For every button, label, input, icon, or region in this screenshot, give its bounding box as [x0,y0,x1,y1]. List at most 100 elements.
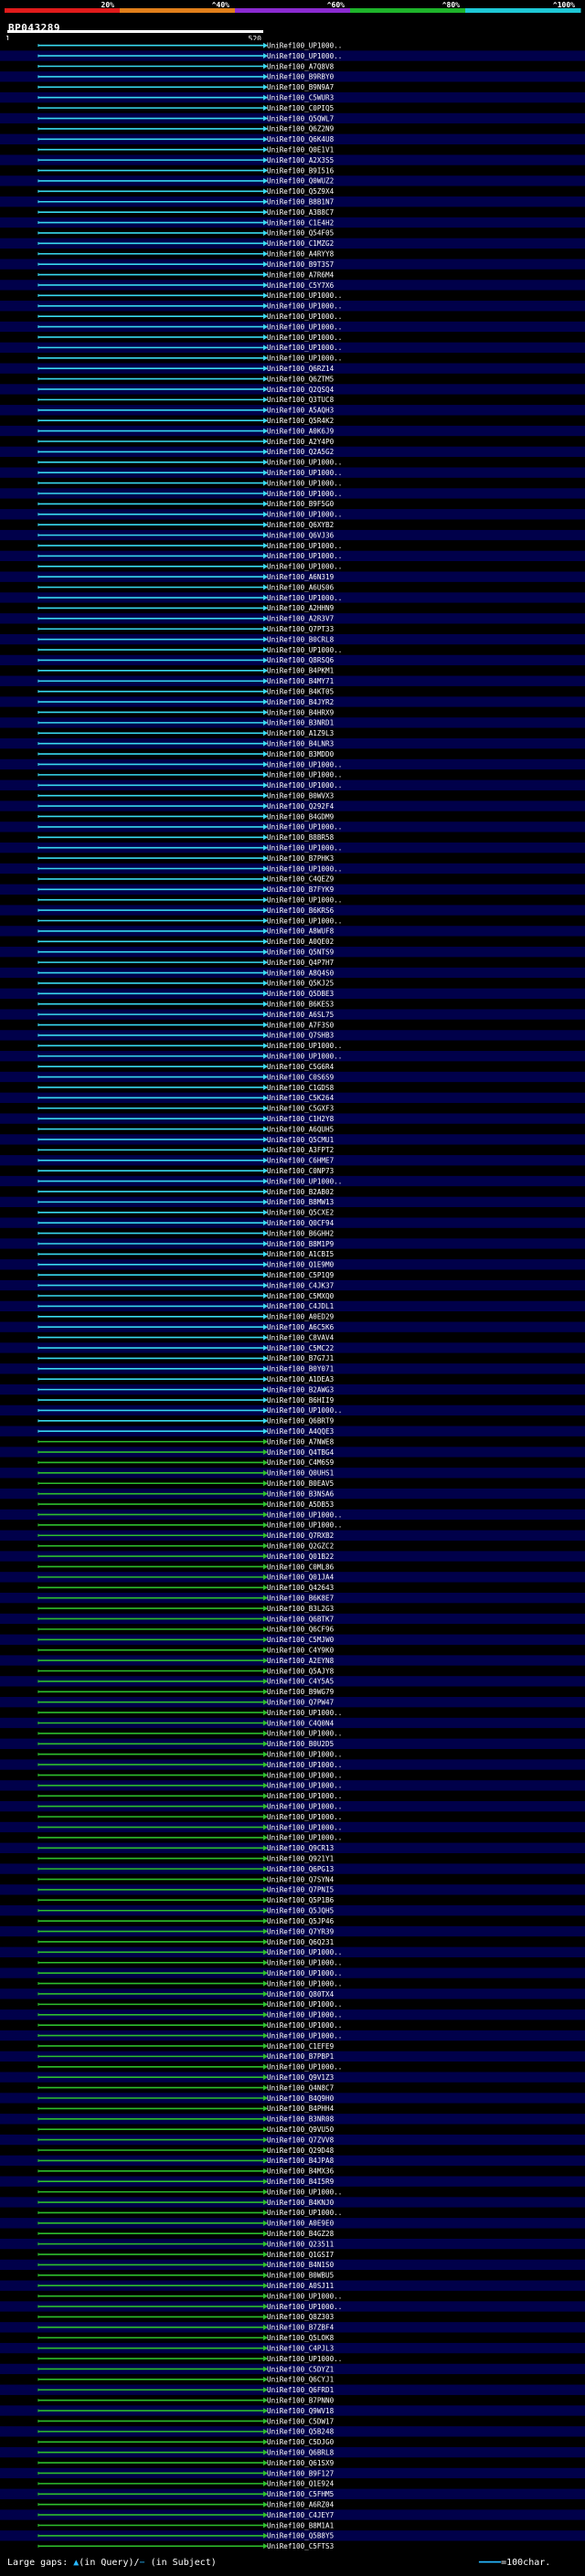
hit-label[interactable]: UniRef100_C5MXQ0 [267,1292,335,1300]
hit-label[interactable]: UniRef100_A8Q4S0 [267,969,335,977]
hit-label[interactable]: UniRef100_Q4TBG4 [267,1448,335,1457]
hit-label[interactable]: UniRef100_A4RYY8 [267,250,335,259]
hit-label[interactable]: UniRef100_B4GZ28 [267,2230,335,2238]
hit-label[interactable]: UniRef100_Q6PG13 [267,1865,334,1873]
hit-label[interactable]: UniRef100_Q921Y1 [267,1855,335,1863]
hit-label[interactable]: UniRef100_Q6CYJ1 [267,2376,335,2384]
hit-label[interactable]: UniRef100_C5DW17 [267,2417,334,2425]
hit-label[interactable]: UniRef100_B6KRS6 [267,906,335,915]
hit-label[interactable]: UniRef100_C0PIQ5 [267,104,334,112]
hit-label[interactable]: UniRef100_UP1000.. [267,302,342,311]
hit-label[interactable]: UniRef100_C5FHM5 [267,2490,334,2498]
hit-label[interactable]: UniRef100_B4MX36 [267,2168,335,2176]
hit-label[interactable]: UniRef100_B4HRX9 [267,708,335,716]
hit-label[interactable]: UniRef100_A6RZ04 [267,2500,335,2508]
hit-label[interactable]: UniRef100_Q0UHS1 [267,1469,335,1478]
hit-label[interactable]: UniRef100_Q01B22 [267,1553,334,1561]
hit-label[interactable]: UniRef100_B7ZBF4 [267,2324,335,2332]
hit-label[interactable]: UniRef100_A0ED29 [267,1313,335,1321]
hit-label[interactable]: UniRef100_A2R3V7 [267,615,334,623]
hit-label[interactable]: UniRef100_C4JDL1 [267,1302,335,1310]
hit-label[interactable]: UniRef100_UP1000.. [267,1948,342,1956]
hit-label[interactable]: UniRef100_Q6ZTM5 [267,375,334,383]
hit-label[interactable]: UniRef100_B0WBU5 [267,2272,334,2280]
hit-label[interactable]: UniRef100_C5DJG0 [267,2438,335,2446]
hit-label[interactable]: UniRef100_Q23511 [267,2240,335,2248]
hit-label[interactable]: UniRef100_A6QUH5 [267,1125,334,1133]
hit-label[interactable]: UniRef100_B4Q9H0 [267,2094,335,2103]
hit-label[interactable]: UniRef100_Q5QWL7 [267,114,334,122]
hit-label[interactable]: UniRef100_Q8Z303 [267,2313,334,2321]
hit-label[interactable]: UniRef100_UP1000.. [267,2188,342,2196]
hit-label[interactable]: UniRef100_B4PKM1 [267,667,335,675]
hit-label[interactable]: UniRef100_Q6BRT9 [267,1417,335,1426]
hit-label[interactable]: UniRef100_A7R6M4 [267,270,335,279]
hit-label[interactable]: UniRef100_A8WUF8 [267,928,335,936]
hit-label[interactable]: UniRef100_Q6RZ14 [267,365,335,373]
hit-label[interactable]: UniRef100_UP1000.. [267,1053,342,1061]
hit-label[interactable]: UniRef100_UP1000.. [267,1813,342,1821]
hit-label[interactable]: UniRef100_C5MC22 [267,1344,334,1352]
hit-label[interactable]: UniRef100_A5DB53 [267,1500,334,1509]
hit-label[interactable]: UniRef100_Q3TUC8 [267,396,335,404]
hit-label[interactable]: UniRef100_Q5B248 [267,2428,335,2436]
hit-label[interactable]: UniRef100_B4PHH4 [267,2104,335,2113]
hit-label[interactable]: UniRef100_Q42643 [267,1584,334,1592]
hit-label[interactable]: UniRef100_UP1000.. [267,843,342,852]
hit-label[interactable]: UniRef100_A2EYN8 [267,1657,335,1665]
hit-label[interactable]: UniRef100_Q5R4K2 [267,417,334,425]
hit-label[interactable]: UniRef100_UP1000.. [267,1834,342,1842]
hit-label[interactable]: UniRef100_C4JK37 [267,1281,334,1289]
hit-label[interactable]: UniRef100_B2AWG3 [267,1385,334,1394]
hit-label[interactable]: UniRef100_UP1000.. [267,1782,342,1790]
hit-label[interactable]: UniRef100_C5MJW0 [267,1636,335,1644]
hit-label[interactable]: UniRef100_UP1000.. [267,1406,342,1415]
hit-label[interactable]: UniRef100_Q2GZC2 [267,1542,334,1550]
hit-label[interactable]: UniRef100_UP1000.. [267,469,342,477]
hit-label[interactable]: UniRef100_UP1000.. [267,2011,342,2019]
hit-label[interactable]: UniRef100_B9T3S7 [267,260,334,269]
hit-label[interactable]: UniRef100_Q5JQH5 [267,1907,334,1915]
hit-label[interactable]: UniRef100_UP1000.. [267,2063,342,2072]
hit-label[interactable]: UniRef100_C4PJL3 [267,2344,334,2352]
hit-label[interactable]: UniRef100_UP1000.. [267,1969,342,1977]
hit-label[interactable]: UniRef100_B4N1S0 [267,2261,335,2269]
hit-label[interactable]: UniRef100_B8MW13 [267,1198,334,1206]
hit-label[interactable]: UniRef100_C0ML86 [267,1563,335,1571]
hit-label[interactable]: UniRef100_Q5DBE3 [267,990,334,998]
hit-label[interactable]: UniRef100_UP1000.. [267,594,342,602]
hit-label[interactable]: UniRef100_UP1000.. [267,552,342,560]
hit-label[interactable]: UniRef100_UP1000.. [267,563,342,571]
hit-label[interactable]: UniRef100_B6K8E7 [267,1594,334,1602]
hit-label[interactable]: UniRef100_Q6FRD1 [267,2386,335,2394]
hit-label[interactable]: UniRef100_A0E9E0 [267,2220,335,2228]
hit-label[interactable]: UniRef100_A6SL75 [267,1011,334,1019]
hit-label[interactable]: UniRef100_UP1000.. [267,459,342,467]
hit-label[interactable]: UniRef100_UP1000.. [267,2292,342,2300]
hit-label[interactable]: UniRef100_B9F127 [267,2469,334,2477]
hit-label[interactable]: UniRef100_Q5KJ25 [267,980,334,988]
hit-label[interactable]: UniRef100_Q2QSQ4 [267,386,335,394]
hit-label[interactable]: UniRef100_Q5Z9X4 [267,187,335,196]
hit-label[interactable]: UniRef100_A2Y4P0 [267,438,335,446]
hit-label[interactable]: UniRef100_Q8RSQ6 [267,656,335,664]
hit-label[interactable]: UniRef100_Q7PNI5 [267,1886,334,1894]
hit-label[interactable]: UniRef100_Q6VJ36 [267,531,335,539]
hit-label[interactable]: UniRef100_B7FYK9 [267,885,335,894]
hit-label[interactable]: UniRef100_B6HII9 [267,1396,335,1405]
hit-label[interactable]: UniRef100_B8M1A1 [267,2521,335,2529]
hit-label[interactable]: UniRef100_Q6CF96 [267,1626,335,1634]
hit-label[interactable]: UniRef100_UP1000.. [267,1521,342,1530]
hit-label[interactable]: UniRef100_Q5CXE2 [267,1209,334,1217]
hit-label[interactable]: UniRef100_Q5AJY8 [267,1667,335,1675]
hit-label[interactable]: UniRef100_UP1000.. [267,1751,342,1759]
hit-label[interactable]: UniRef100_UP1000.. [267,2000,342,2009]
hit-label[interactable]: UniRef100_B0Y071 [267,1365,335,1373]
hit-label[interactable]: UniRef100_A6C5K6 [267,1323,335,1331]
hit-label[interactable]: UniRef100_Q0CF94 [267,1219,335,1227]
hit-label[interactable]: UniRef100_B7PNN0 [267,2396,335,2404]
hit-label[interactable]: UniRef100_UP1000.. [267,2355,342,2363]
hit-label[interactable]: UniRef100_C1GDS8 [267,1084,335,1092]
hit-label[interactable]: UniRef100_Q9V1Z3 [267,2073,334,2082]
hit-label[interactable]: UniRef100_UP1000.. [267,896,342,905]
